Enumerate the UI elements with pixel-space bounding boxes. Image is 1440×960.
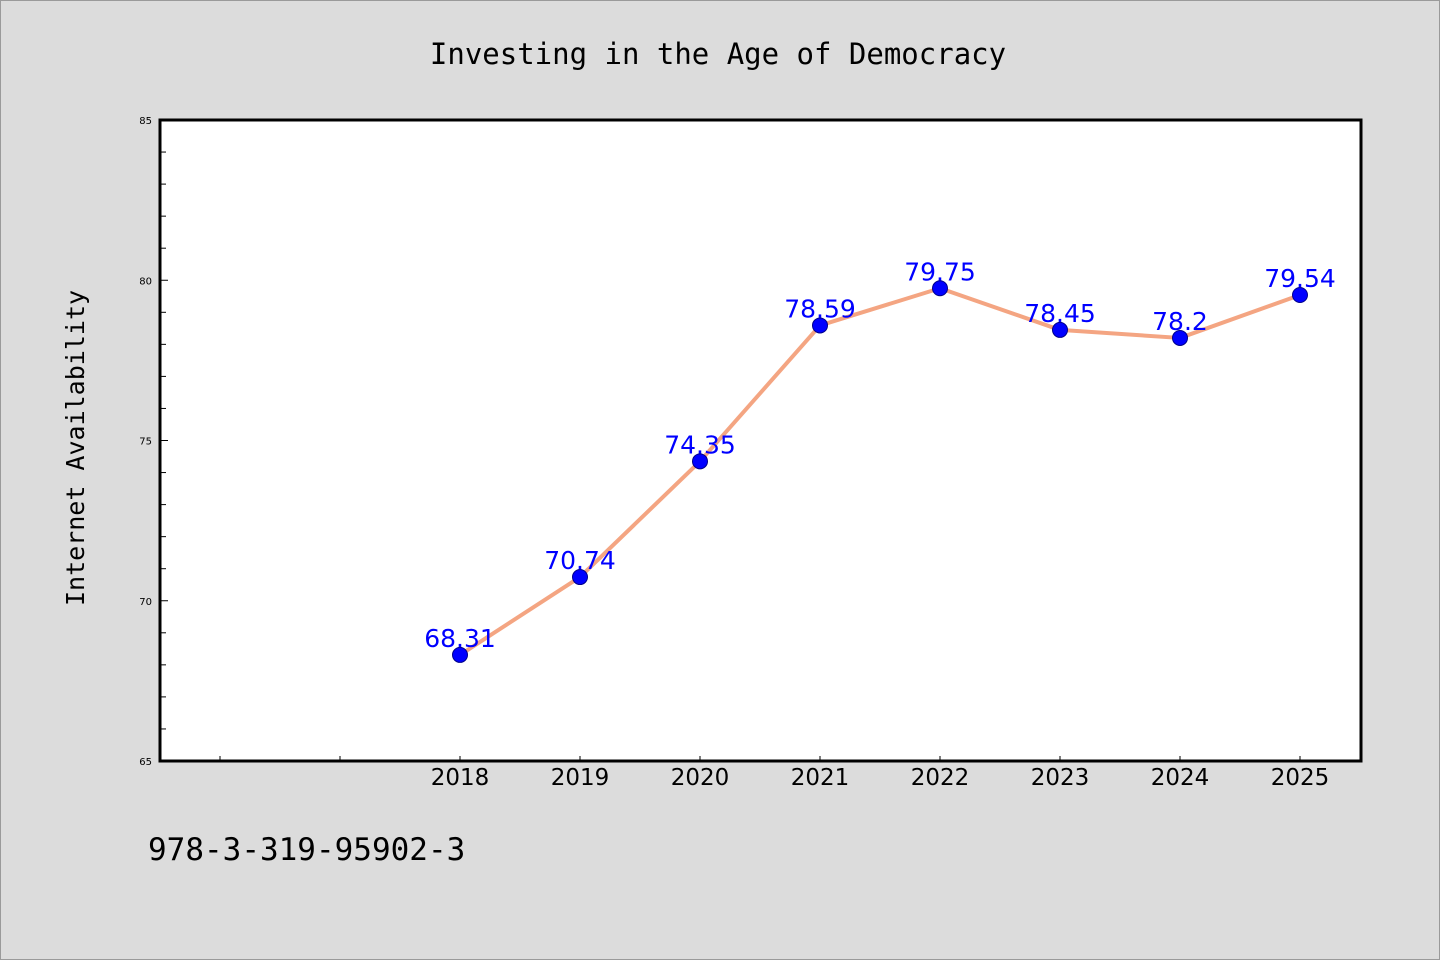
x-tick-label: 2020 (671, 765, 730, 791)
data-point (572, 569, 588, 586)
series-layer: 68.31 70.74 74.35 78.59 79.75 78.45 78.2 79.54 (424, 257, 1336, 663)
y-tick-label: 65 (139, 757, 152, 768)
data-point (1292, 286, 1308, 303)
data-point (812, 317, 828, 334)
isbn-text: 978-3-319-95902-3 (148, 832, 466, 868)
data-point (932, 280, 948, 297)
data-label: 68.31 (424, 624, 496, 653)
series-line (458, 286, 1302, 657)
x-tick-label: 2025 (1271, 765, 1330, 791)
chart-title: Investing in the Age of Democracy (430, 37, 1006, 71)
data-point (1052, 321, 1068, 338)
data-label: 74.35 (664, 430, 736, 459)
data-label: 78.45 (1024, 299, 1096, 328)
x-tick-label: 2018 (431, 765, 490, 791)
data-label: 79.54 (1264, 264, 1336, 293)
data-label: 79.75 (904, 257, 976, 286)
data-point (1172, 329, 1188, 346)
plot-area (158, 118, 1363, 763)
x-tick-label: 2022 (911, 765, 970, 791)
data-label: 70.74 (544, 546, 616, 575)
x-tick-label: 2019 (551, 765, 610, 791)
y-axis-label: Internet Availability (61, 290, 90, 606)
x-axis: 2018 2019 2020 2021 2022 2023 2024 2025 (219, 756, 1330, 791)
y-tick-label: 85 (139, 116, 152, 127)
data-label: 78.2 (1152, 307, 1208, 336)
data-label: 78.59 (784, 294, 856, 323)
x-tick-label: 2024 (1151, 765, 1210, 791)
data-point (452, 646, 468, 663)
y-tick-label: 75 (139, 437, 152, 448)
x-tick-label: 2023 (1031, 765, 1090, 791)
y-tick-label: 70 (139, 597, 152, 608)
y-axis: 65 70 75 80 85 (139, 116, 168, 768)
y-tick-label: 80 (139, 276, 152, 287)
data-point (692, 453, 708, 470)
x-tick-label: 2021 (791, 765, 850, 791)
